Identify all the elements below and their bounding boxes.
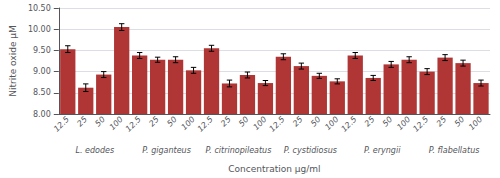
svg-text:12.5: 12.5 — [411, 115, 430, 134]
svg-text:12.5: 12.5 — [52, 115, 71, 134]
svg-text:12.5: 12.5 — [124, 115, 143, 134]
svg-text:12.5: 12.5 — [339, 115, 358, 134]
svg-text:50: 50 — [453, 115, 467, 129]
svg-text:P. eryngii: P. eryngii — [364, 146, 401, 155]
svg-text:L. edodes: L. edodes — [75, 146, 114, 155]
svg-text:Nitrite oxide μM: Nitrite oxide μM — [8, 25, 18, 97]
svg-text:12.5: 12.5 — [268, 115, 287, 134]
svg-text:25: 25 — [363, 115, 377, 129]
svg-text:100: 100 — [467, 115, 484, 132]
svg-text:8.50: 8.50 — [33, 88, 51, 97]
svg-text:25: 25 — [147, 115, 161, 129]
svg-text:P. cystidiosus: P. cystidiosus — [284, 146, 337, 155]
svg-text:8.00: 8.00 — [33, 110, 51, 119]
svg-text:25: 25 — [435, 115, 449, 129]
svg-text:50: 50 — [93, 115, 107, 129]
svg-text:50: 50 — [237, 115, 251, 129]
svg-text:P. giganteus: P. giganteus — [142, 146, 190, 155]
svg-text:100: 100 — [108, 115, 125, 132]
svg-text:P. citrinopileatus: P. citrinopileatus — [206, 146, 272, 155]
svg-text:9.00: 9.00 — [33, 67, 51, 76]
svg-text:25: 25 — [75, 115, 89, 129]
svg-text:P. flabellatus: P. flabellatus — [429, 146, 480, 155]
svg-text:12.5: 12.5 — [196, 115, 215, 134]
svg-text:100: 100 — [395, 115, 412, 132]
svg-text:50: 50 — [309, 115, 323, 129]
svg-text:50: 50 — [165, 115, 179, 129]
svg-text:100: 100 — [323, 115, 340, 132]
svg-text:25: 25 — [219, 115, 233, 129]
svg-text:9.50: 9.50 — [33, 46, 51, 55]
svg-text:10.00: 10.00 — [28, 25, 51, 34]
svg-text:Concentration μg/ml: Concentration μg/ml — [228, 164, 320, 174]
svg-text:10.50: 10.50 — [28, 4, 51, 13]
svg-text:100: 100 — [180, 115, 197, 132]
svg-text:100: 100 — [251, 115, 268, 132]
svg-text:50: 50 — [381, 115, 395, 129]
svg-text:25: 25 — [291, 115, 305, 129]
